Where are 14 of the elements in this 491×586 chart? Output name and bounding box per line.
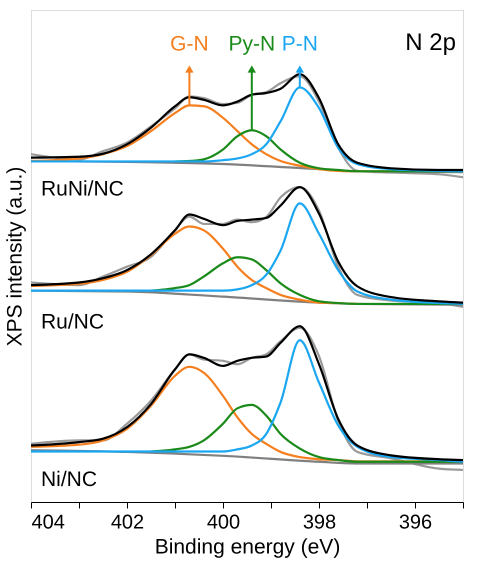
x-axis-title: Binding energy (eV) — [154, 536, 340, 558]
annotation: Ni/NC — [41, 468, 97, 491]
x-tick-label: 396 — [398, 512, 432, 534]
text: G-N — [170, 32, 209, 56]
x-tick-label: 398 — [302, 512, 336, 534]
text: Py-N — [228, 32, 276, 56]
y-axis-title: XPS intensity (a.u.) — [4, 166, 26, 346]
series-label: P-N — [282, 32, 318, 56]
annotation: RuNi/NC — [41, 178, 124, 201]
x-tick-label: 402 — [110, 512, 144, 534]
text: N 2p — [405, 29, 456, 56]
x-tick-label: 400 — [206, 512, 240, 534]
annotation: Ru/NC — [41, 310, 104, 334]
x-tick-label: 404 — [32, 512, 65, 534]
